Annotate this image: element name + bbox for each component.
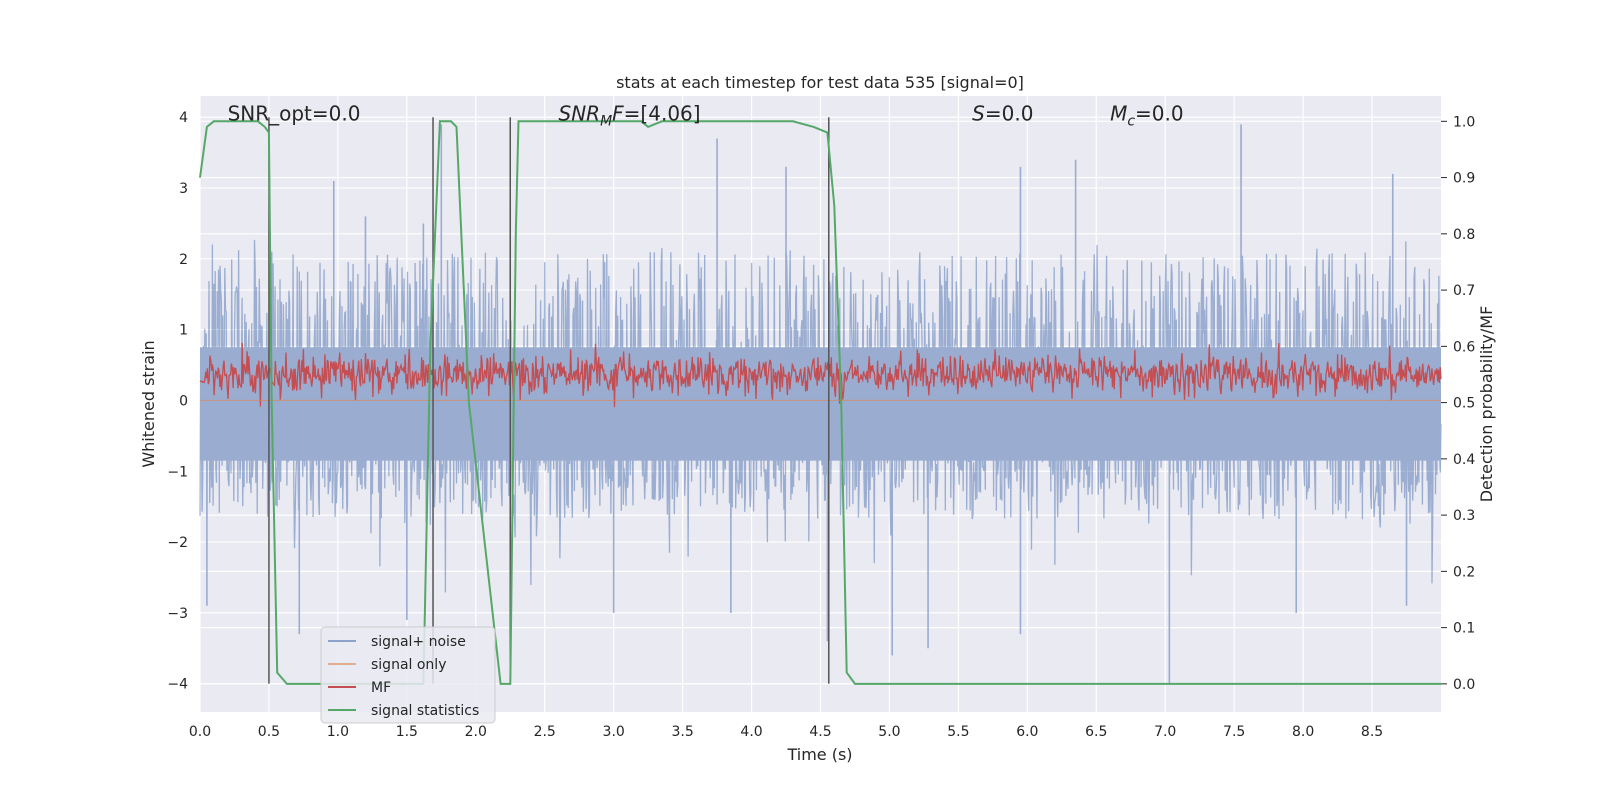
annotation-label: Mc=0.0 — [1110, 102, 1184, 130]
x-tick-label: 0.0 — [189, 724, 211, 740]
y-right-tick-label: 0.7 — [1453, 283, 1475, 299]
y-right-tick-label: 0.9 — [1453, 171, 1475, 187]
x-tick-label: 1.5 — [396, 724, 418, 740]
y-right-tick-label: 0.1 — [1453, 621, 1475, 637]
y-left-tick-label: 3 — [179, 181, 188, 197]
x-tick-label: 7.5 — [1223, 724, 1245, 740]
chart-title: stats at each timestep for test data 535… — [616, 73, 1024, 92]
y-right-tick-label: 0.8 — [1453, 227, 1475, 243]
x-tick-label: 1.0 — [327, 724, 349, 740]
y-left-tick-label: 4 — [179, 110, 188, 126]
legend-entry: signal statistics — [371, 703, 479, 719]
y-left-tick-label: 1 — [179, 323, 188, 339]
y-right-tick-label: 0.0 — [1453, 677, 1475, 693]
series-signal-statistics — [199, 120, 1441, 685]
y-right-tick-label: 0.4 — [1453, 452, 1475, 468]
y-left-tick-label: 0 — [179, 393, 188, 409]
y-left-tick-label: 2 — [179, 252, 188, 268]
x-tick-label: 6.0 — [1016, 724, 1038, 740]
x-tick-label: 6.5 — [1085, 724, 1107, 740]
x-tick-label: 0.5 — [258, 724, 280, 740]
x-tick-label: 2.5 — [534, 724, 556, 740]
y-left-tick-label: −1 — [167, 464, 188, 480]
annotation-label: S=0.0 — [972, 102, 1033, 126]
x-tick-label: 5.5 — [947, 724, 969, 740]
mf-trace — [199, 342, 1442, 408]
y-right-tick-label: 0.6 — [1453, 339, 1475, 355]
legend: signal+ noise signal only MF signal statist… — [320, 626, 496, 724]
x-tick-label: 3.0 — [603, 724, 625, 740]
x-tick-label: 4.5 — [809, 724, 831, 740]
x-tick-label: 7.0 — [1154, 724, 1176, 740]
x-tick-label: 5.0 — [878, 724, 900, 740]
legend-entry: MF — [371, 680, 391, 696]
annotation-label: SNR_opt=0.0 — [228, 102, 361, 126]
y-right-tick-label: 0.5 — [1453, 396, 1475, 412]
legend-box — [320, 626, 496, 724]
y-left-tick-label: −2 — [167, 535, 188, 551]
x-axis-label: Time (s) — [786, 745, 852, 764]
legend-entry: signal only — [371, 657, 446, 673]
y-left-axis-label: Whitened strain — [139, 340, 158, 467]
y-right-axis-label: Detection probability/MF — [1477, 306, 1496, 503]
x-tick-label: 2.0 — [465, 724, 487, 740]
series-mf — [199, 342, 1442, 408]
x-tick-label: 8.5 — [1361, 724, 1383, 740]
y-left-axis-ticks: −4 −3 −2 −1 0 1 2 3 4 — [167, 110, 188, 692]
annotations: SNR_opt=0.0 SNRMF=[4.06] S=0.0 Mc=0.0 — [228, 102, 1184, 130]
annotation-label: SNRMF=[4.06] — [559, 102, 701, 130]
x-axis-ticks: 0.0 0.5 1.0 1.5 2.0 2.5 3.0 3.5 4.0 4.5 5.0 5.5 6.0 6… — [189, 724, 1383, 740]
x-tick-label: 3.5 — [671, 724, 693, 740]
signal-statistics-line — [199, 120, 1441, 685]
y-right-axis-ticks: 0.0 0.1 0.2 0.3 0.4 0.5 0.6 0.7 0.8 0.9 1.0 — [1441, 114, 1475, 693]
x-tick-label: 8.0 — [1292, 724, 1314, 740]
y-right-tick-label: 1.0 — [1453, 114, 1475, 130]
y-left-tick-label: −3 — [167, 606, 188, 622]
x-tick-label: 4.0 — [740, 724, 762, 740]
y-left-tick-label: −4 — [167, 677, 188, 693]
legend-entry: signal+ noise — [371, 634, 466, 650]
y-right-tick-label: 0.2 — [1453, 564, 1475, 580]
y-right-tick-label: 0.3 — [1453, 508, 1475, 524]
